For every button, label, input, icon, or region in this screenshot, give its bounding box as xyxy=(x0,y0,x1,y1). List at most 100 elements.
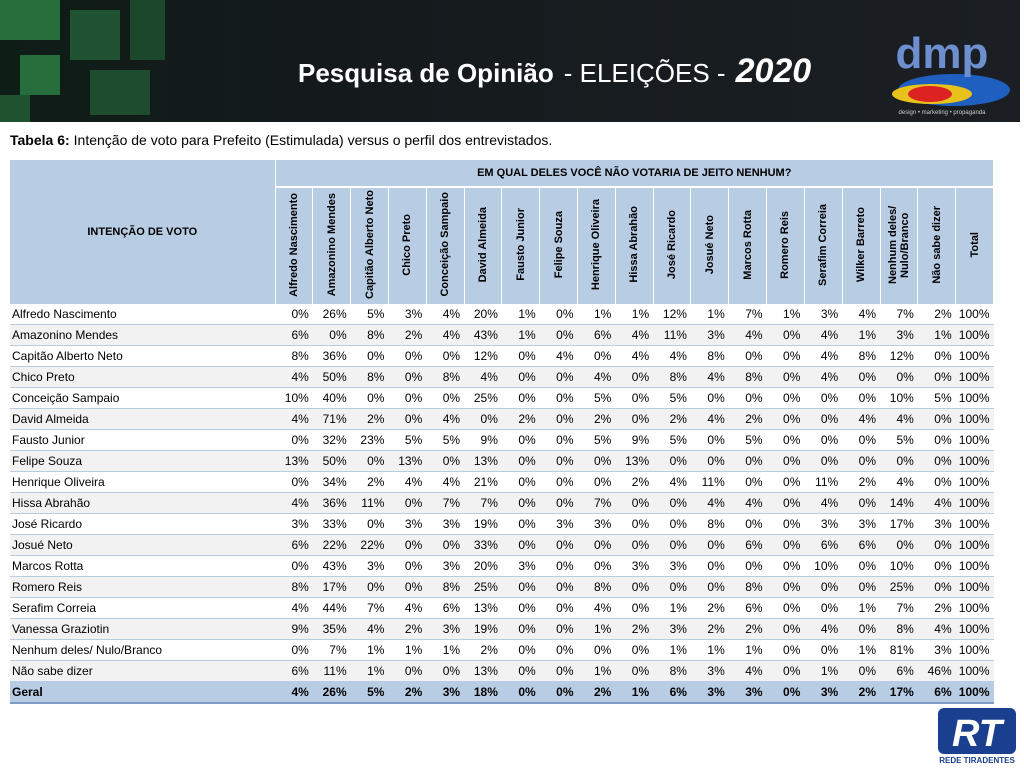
row-label: Chico Preto xyxy=(10,366,275,388)
cell: 1% xyxy=(766,304,805,325)
cell: 0% xyxy=(501,366,540,388)
cell: 5% xyxy=(653,387,691,409)
cell: 2% xyxy=(464,639,502,661)
cell: 19% xyxy=(464,513,502,535)
cell: 0% xyxy=(350,513,389,535)
cell: 0% xyxy=(653,492,691,514)
cell: 33% xyxy=(464,534,502,556)
cell: 0% xyxy=(577,534,616,556)
cell: 0% xyxy=(766,408,805,430)
cell: 0% xyxy=(728,513,767,535)
cell: 0% xyxy=(539,492,578,514)
cell: 0% xyxy=(690,555,729,577)
cell: 4% xyxy=(842,304,880,325)
cell: 25% xyxy=(464,576,502,598)
cell: 0% xyxy=(653,513,691,535)
cell: 3% xyxy=(653,555,691,577)
group-header: EM QUAL DELES VOCÊ NÃO VOTARIA DE JEITO … xyxy=(275,160,994,188)
cell: 0% xyxy=(388,555,427,577)
cell: 100% xyxy=(955,324,994,346)
table-row: Conceição Sampaio 10% 40% 0% 0% 0% 25% 0% 0% 5% 0%… xyxy=(10,387,994,409)
cell: 1% xyxy=(388,639,427,661)
column-header: Conceição Sampaio xyxy=(426,187,465,304)
cell: 6% xyxy=(577,324,616,346)
cell: 0% xyxy=(766,471,805,493)
column-header-text: Serafim Correia xyxy=(817,203,830,286)
cell: 0% xyxy=(577,639,616,661)
cell: 2% xyxy=(842,471,880,493)
cell: 0% xyxy=(842,660,880,682)
cell: 4% xyxy=(804,345,843,367)
table-row: Serafim Correia 4% 44% 7% 4% 6% 13% 0% 0% 4% 0% 1% 2… xyxy=(10,597,994,619)
cell: 4% xyxy=(728,324,767,346)
cell: 0% xyxy=(690,387,729,409)
cell: 0% xyxy=(728,471,767,493)
cell: 100% xyxy=(955,681,994,704)
cell: 0% xyxy=(842,387,880,409)
column-header-text: Conceição Sampaio xyxy=(439,192,452,297)
cell: 26% xyxy=(312,304,351,325)
cell: 11% xyxy=(804,471,843,493)
column-header: Fausto Junior xyxy=(501,187,541,304)
column-header: Serafim Correia xyxy=(804,187,843,304)
cell: 13% xyxy=(615,450,654,472)
cell: 0% xyxy=(539,429,578,451)
cell: 1% xyxy=(350,660,389,682)
cell: 4% xyxy=(917,618,956,640)
row-label: Fausto Junior xyxy=(10,429,275,451)
cell: 25% xyxy=(880,576,918,598)
cell: 3% xyxy=(615,555,654,577)
cell: 4% xyxy=(804,618,843,640)
table-row: Fausto Junior 0% 32% 23% 5% 5% 9% 0% 0% 5% 9% 5% 0% 5… xyxy=(10,429,994,451)
cell: 1% xyxy=(653,639,691,661)
cell: 0% xyxy=(426,534,465,556)
cell: 1% xyxy=(842,597,880,619)
cell: 2% xyxy=(728,618,767,640)
cell: 0% xyxy=(653,450,691,472)
cell: 0% xyxy=(842,576,880,598)
cell: 44% xyxy=(312,597,351,619)
logo-text: dmp xyxy=(896,29,989,78)
cell: 8% xyxy=(577,576,616,598)
cell: 10% xyxy=(880,555,918,577)
row-label: Nenhum deles/ Nulo/Branco xyxy=(10,639,275,661)
cell: 4% xyxy=(275,408,313,430)
cell: 7% xyxy=(426,492,465,514)
cell: 3% xyxy=(690,681,729,704)
cell: 13% xyxy=(464,660,502,682)
cell: 0% xyxy=(842,618,880,640)
cell: 1% xyxy=(804,660,843,682)
cell: 6% xyxy=(728,597,767,619)
cell: 100% xyxy=(955,660,994,682)
cell: 0% xyxy=(350,345,389,367)
column-header: Alfredo Nascimento xyxy=(275,187,314,304)
cell: 0% xyxy=(766,492,805,514)
cell: 14% xyxy=(880,492,918,514)
cell: 0% xyxy=(917,345,956,367)
caption: Tabela 6: Intenção de voto para Prefeito … xyxy=(10,132,552,148)
cell: 0% xyxy=(501,450,540,472)
cell: 3% xyxy=(653,618,691,640)
cell: 0% xyxy=(615,387,654,409)
cell: 0% xyxy=(615,366,654,388)
cell: 8% xyxy=(426,576,465,598)
cell: 9% xyxy=(615,429,654,451)
cell: 17% xyxy=(312,576,351,598)
cell: 5% xyxy=(426,429,465,451)
cell: 0% xyxy=(804,576,843,598)
cell: 11% xyxy=(312,660,351,682)
cell: 0% xyxy=(766,597,805,619)
column-header-text: Wilker Barreto xyxy=(855,206,868,283)
cell: 0% xyxy=(690,450,729,472)
cell: 4% xyxy=(539,345,578,367)
cell: 20% xyxy=(464,304,502,325)
cell: 0% xyxy=(804,408,843,430)
cell: 2% xyxy=(388,324,427,346)
cell: 4% xyxy=(615,345,654,367)
column-header-text: Amazonino Mendes xyxy=(325,192,338,297)
cell: 0% xyxy=(501,534,540,556)
cell: 23% xyxy=(350,429,389,451)
row-label: Romero Reis xyxy=(10,576,275,598)
cell: 12% xyxy=(880,345,918,367)
column-header-text: Capitão Alberto Neto xyxy=(363,190,376,299)
